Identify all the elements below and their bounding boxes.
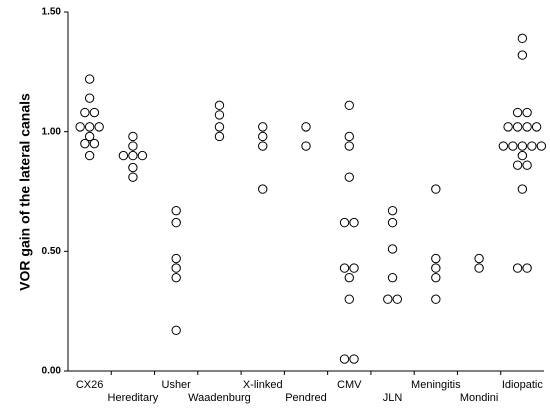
data-point <box>171 253 181 264</box>
data-point <box>344 100 354 111</box>
data-point <box>517 50 528 60</box>
x-tick-label: Usher <box>162 379 192 391</box>
data-point <box>517 33 528 44</box>
x-tick-label: Waadenburg <box>188 392 251 404</box>
data-point <box>517 150 528 161</box>
data-point <box>84 122 95 132</box>
data-point <box>171 205 181 216</box>
data-point <box>431 263 441 273</box>
y-tick-label: 1.50 <box>42 7 62 18</box>
data-point <box>258 122 268 132</box>
data-point <box>527 141 537 151</box>
data-point <box>89 138 100 149</box>
y-tick-label: 1.00 <box>42 126 62 137</box>
data-point <box>84 93 95 103</box>
data-point <box>344 131 354 142</box>
data-point <box>349 263 359 273</box>
data-point <box>387 217 398 228</box>
data-point <box>349 354 359 364</box>
data-point <box>171 325 181 336</box>
data-point <box>387 244 398 254</box>
x-tick-label: X-linked <box>243 379 283 391</box>
data-point <box>301 122 311 132</box>
data-point <box>128 150 138 161</box>
data-point <box>80 107 90 118</box>
data-point <box>531 122 542 132</box>
x-tick-label: Mondini <box>460 392 499 404</box>
data-point <box>383 294 393 304</box>
data-point <box>118 150 129 161</box>
data-point <box>536 141 547 151</box>
data-point <box>258 184 268 194</box>
data-point <box>258 131 268 142</box>
data-point <box>171 217 181 228</box>
data-point <box>512 160 523 170</box>
data-point <box>431 184 441 194</box>
data-point <box>171 263 181 273</box>
data-point <box>84 131 95 142</box>
data-point <box>89 107 100 118</box>
y-tick-label: 0.50 <box>42 246 62 257</box>
x-tick-label: CMV <box>337 379 362 391</box>
x-tick-label: Meningitis <box>411 379 461 391</box>
data-point <box>392 294 402 304</box>
data-point <box>344 294 354 304</box>
data-point <box>522 122 532 132</box>
data-point <box>498 141 509 151</box>
data-point <box>474 263 484 273</box>
x-tick-label: CX26 <box>76 379 104 391</box>
data-point <box>339 354 350 364</box>
data-point <box>214 122 225 132</box>
y-tick-label: 0.00 <box>42 366 62 377</box>
data-point <box>128 141 138 151</box>
data-point <box>80 138 90 149</box>
y-axis-label: VOR gain of the lateral canals <box>17 93 33 291</box>
data-point <box>214 110 225 120</box>
data-point <box>339 217 350 228</box>
data-point <box>512 107 523 118</box>
data-point <box>474 253 484 264</box>
x-tick-label: Pendred <box>285 392 327 404</box>
data-point <box>214 100 225 111</box>
data-point <box>344 141 354 151</box>
data-point <box>344 272 354 283</box>
x-tick-label: Hereditary <box>108 392 159 404</box>
data-point <box>387 205 398 216</box>
data-point <box>137 150 148 161</box>
data-point <box>522 263 532 273</box>
data-point <box>431 272 441 283</box>
data-point <box>214 131 225 142</box>
data-point <box>84 74 95 84</box>
data-point <box>171 272 181 283</box>
data-point <box>128 131 138 142</box>
data-point <box>94 122 104 132</box>
data-point <box>301 141 311 151</box>
data-point <box>522 107 532 118</box>
data-point <box>128 172 138 182</box>
data-point <box>128 162 138 173</box>
data-point <box>339 263 350 273</box>
data-point <box>344 172 354 182</box>
data-point <box>517 141 528 151</box>
x-tick-label: Idiopatic <box>502 379 543 391</box>
data-point <box>503 122 513 132</box>
data-point <box>431 294 441 304</box>
data-point <box>508 141 518 151</box>
data-point <box>522 160 532 170</box>
data-point <box>387 272 398 283</box>
data-point <box>512 263 523 273</box>
x-tick-label: JLN <box>383 392 403 404</box>
data-point <box>512 122 523 132</box>
data-point <box>517 184 528 194</box>
data-point <box>258 141 268 151</box>
data-point <box>84 150 95 161</box>
data-point <box>431 253 441 264</box>
data-point <box>75 122 85 132</box>
data-point <box>349 217 359 228</box>
